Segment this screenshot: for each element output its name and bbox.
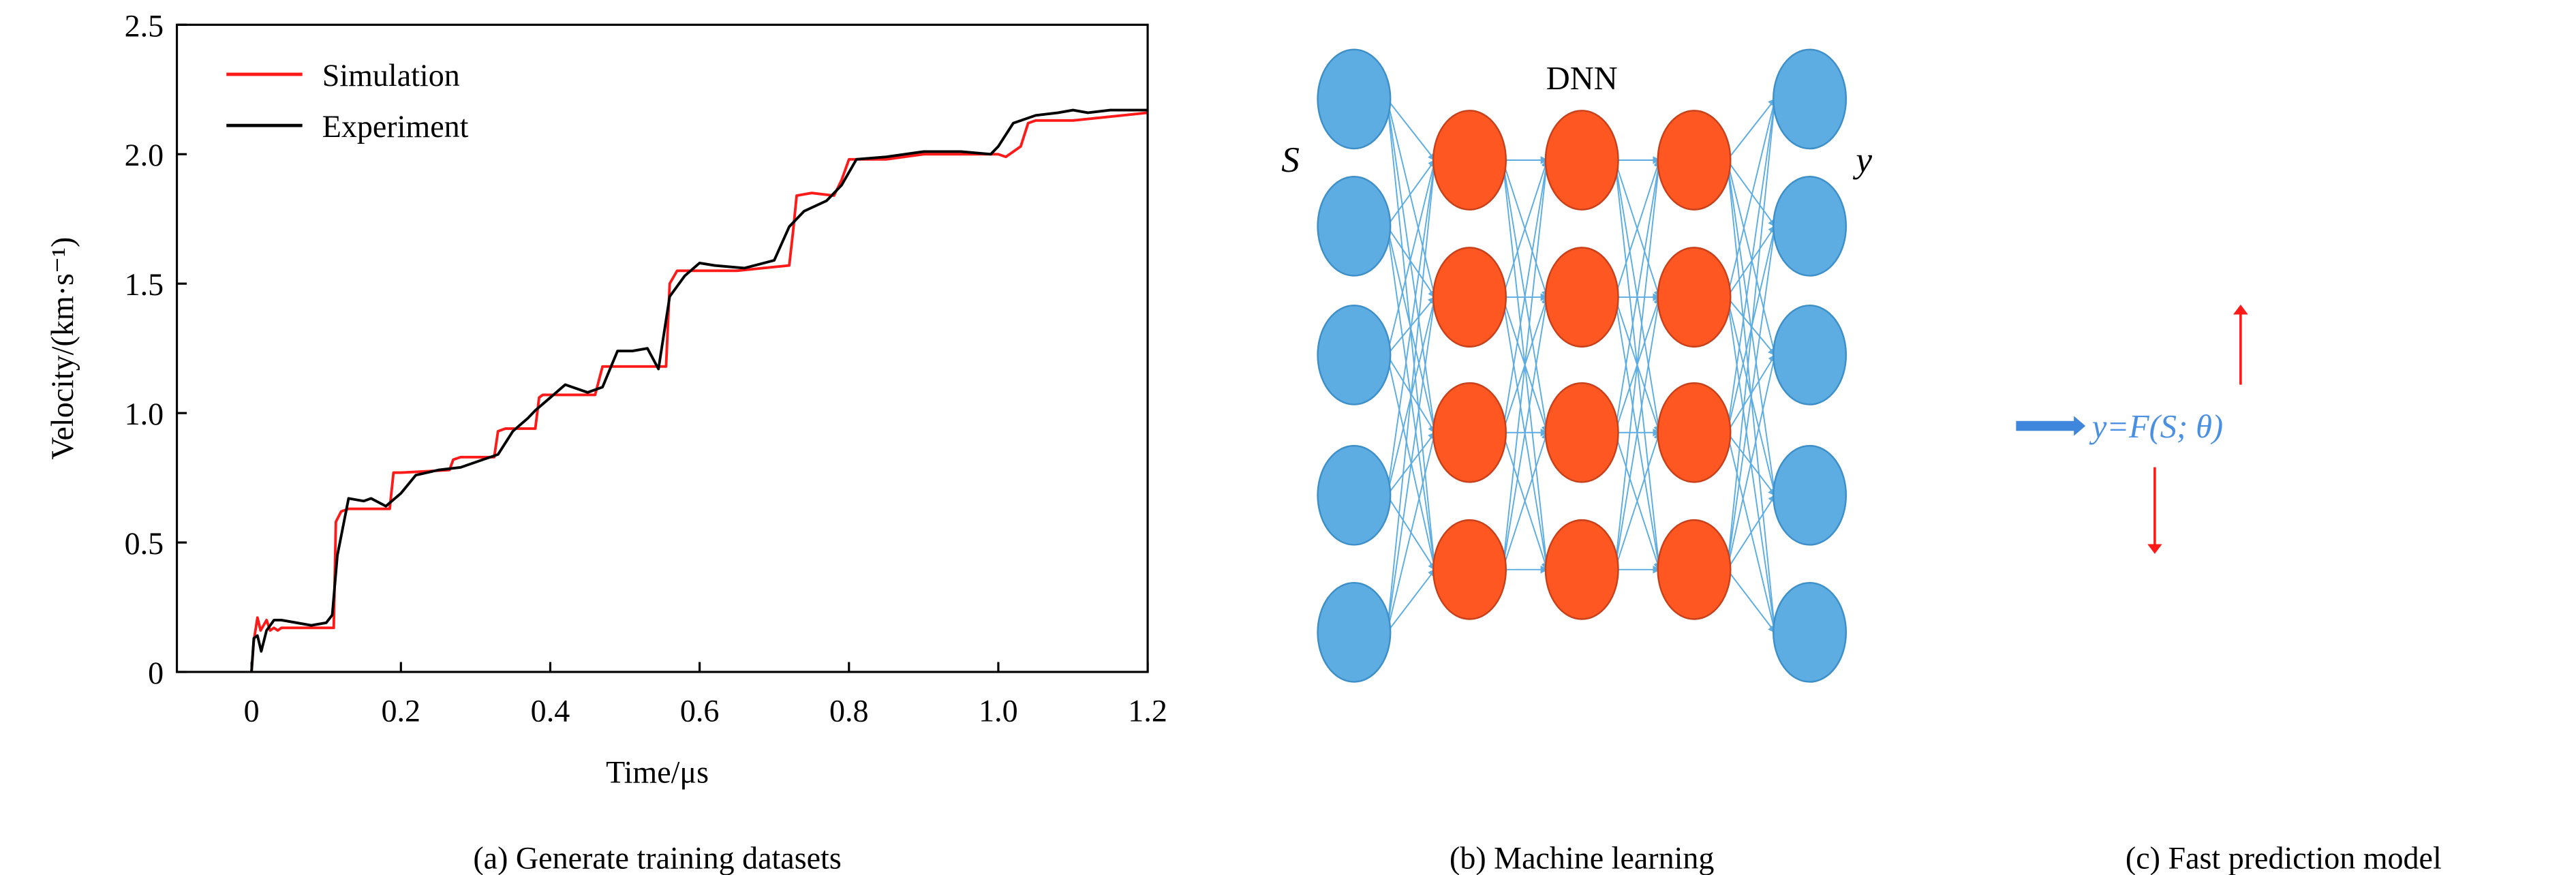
hidden-node bbox=[1657, 382, 1732, 483]
network-edge bbox=[1614, 431, 1661, 570]
plot-frame bbox=[175, 23, 1149, 673]
network-edge bbox=[1386, 99, 1437, 298]
hidden-node bbox=[1657, 247, 1732, 348]
network-edge bbox=[1614, 159, 1663, 570]
hidden-node bbox=[1432, 519, 1507, 620]
series-line-experiment bbox=[250, 108, 1148, 673]
caption-c: (c) Fast prediction model bbox=[2126, 840, 2442, 875]
axis-ticks: 0 0.2 0.4 0.6 0.8 1.0 1.2 0 0.5 1.0 1.5 2.0 2.5 bbox=[125, 8, 1167, 728]
network-edge bbox=[1386, 226, 1436, 298]
y-tick-label: 2.0 bbox=[125, 138, 164, 172]
network-edge bbox=[1386, 431, 1438, 633]
network-edge bbox=[1501, 159, 1551, 570]
input-node bbox=[1317, 581, 1392, 683]
network-edges bbox=[1386, 97, 1779, 634]
network-edge bbox=[1386, 568, 1436, 633]
chart-series bbox=[250, 108, 1148, 673]
network-edge bbox=[1614, 159, 1663, 433]
network-edge bbox=[1501, 296, 1550, 570]
y-axis-label: Velocity/(km·s⁻¹) bbox=[45, 237, 80, 460]
network-edge bbox=[1386, 98, 1436, 162]
prediction-model: y=F(S; θ) (c) Fast prediction model bbox=[2016, 304, 2442, 875]
x-tick-label: 0.6 bbox=[680, 694, 720, 728]
legend: Simulation Experiment bbox=[226, 58, 469, 144]
network-edge bbox=[1502, 159, 1549, 298]
network-edge bbox=[1726, 224, 1779, 570]
y-tick-label: 0.5 bbox=[125, 526, 164, 561]
network-edge bbox=[1726, 159, 1776, 228]
hidden-node bbox=[1657, 519, 1732, 620]
network-edge bbox=[1614, 296, 1663, 570]
network-edge bbox=[1614, 159, 1661, 298]
model-formula: y=F(S; θ) bbox=[2089, 409, 2223, 445]
x-tick-label: 1.0 bbox=[979, 694, 1018, 728]
output-node bbox=[1773, 48, 1847, 150]
y-tick-label: 0 bbox=[148, 656, 164, 690]
x-tick-label: 0.4 bbox=[531, 694, 570, 728]
velocity-chart: 0 0.2 0.4 0.6 0.8 1.0 1.2 0 0.5 1.0 1.5 2.0 2.5 Time… bbox=[45, 8, 1167, 875]
y-tick-label: 1.0 bbox=[125, 397, 164, 431]
network-edge bbox=[1726, 97, 1778, 298]
network-edge bbox=[1502, 431, 1549, 570]
blue-arrow-icon bbox=[2016, 416, 2086, 436]
hidden-node bbox=[1657, 110, 1732, 211]
network-edge bbox=[1726, 159, 1778, 356]
legend-label-experiment: Experiment bbox=[322, 109, 469, 144]
input-node bbox=[1317, 176, 1392, 277]
network-edge bbox=[1726, 296, 1776, 356]
x-tick-label: 0.8 bbox=[829, 694, 869, 728]
y-tick-label: 1.5 bbox=[125, 267, 164, 302]
caption-b: (b) Machine learning bbox=[1450, 840, 1714, 875]
network-edge bbox=[1726, 97, 1779, 433]
x-tick-label: 0.2 bbox=[382, 694, 421, 728]
output-node bbox=[1773, 176, 1847, 277]
hidden-node bbox=[1432, 247, 1507, 348]
input-node bbox=[1317, 304, 1392, 405]
network-edge bbox=[1386, 99, 1438, 434]
output-node bbox=[1773, 444, 1847, 546]
legend-label-simulation: Simulation bbox=[322, 58, 460, 93]
hidden-node bbox=[1432, 382, 1507, 483]
network-edge bbox=[1501, 159, 1550, 433]
network-edge bbox=[1386, 296, 1439, 633]
input-node bbox=[1317, 444, 1392, 546]
network-edge bbox=[1726, 494, 1776, 570]
hidden-node bbox=[1544, 247, 1619, 348]
series-line-simulation bbox=[250, 111, 1148, 673]
network-edge bbox=[1386, 159, 1439, 495]
network-edge bbox=[1386, 159, 1436, 227]
dnn-diagram: DNN S y (b) Machine learning bbox=[1281, 48, 1872, 875]
x-tick-label: 0 bbox=[244, 694, 260, 728]
network-edge bbox=[1386, 99, 1439, 571]
network-edge bbox=[1386, 159, 1439, 632]
network-edge bbox=[1386, 159, 1437, 356]
x-tick-label: 1.2 bbox=[1128, 694, 1167, 728]
output-node bbox=[1773, 304, 1847, 405]
network-edge bbox=[1726, 97, 1776, 161]
network-nodes bbox=[1317, 48, 1847, 683]
network-edge bbox=[1726, 569, 1776, 634]
network-edge bbox=[1726, 353, 1778, 570]
network-edge bbox=[1726, 97, 1779, 570]
output-label: y bbox=[1852, 140, 1872, 180]
hidden-node bbox=[1544, 519, 1619, 620]
input-label: S bbox=[1281, 140, 1300, 180]
caption-a: (a) Generate training datasets bbox=[473, 840, 841, 875]
output-node bbox=[1773, 581, 1847, 683]
hidden-node bbox=[1544, 110, 1619, 211]
input-node bbox=[1317, 48, 1392, 150]
y-tick-label: 2.5 bbox=[125, 8, 164, 43]
x-axis-label: Time/μs bbox=[606, 754, 709, 789]
hidden-node bbox=[1544, 382, 1619, 483]
dnn-title: DNN bbox=[1546, 61, 1618, 97]
hidden-node bbox=[1432, 110, 1507, 211]
